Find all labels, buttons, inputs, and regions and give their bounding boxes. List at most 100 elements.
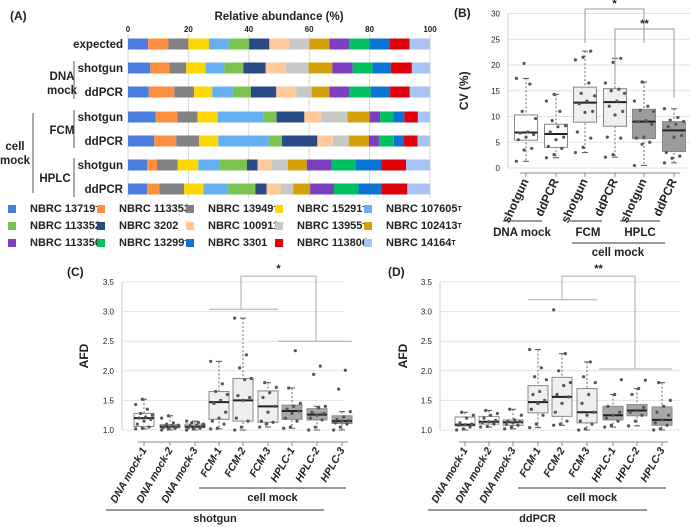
data-point <box>632 163 637 168</box>
a-bar-segment <box>255 183 267 195</box>
data-point <box>149 417 153 421</box>
legend-label: NBRC 113352 <box>30 220 101 232</box>
a-bar-segment <box>280 183 294 195</box>
data-point <box>297 409 301 413</box>
data-point <box>577 428 581 432</box>
data-point <box>678 154 682 158</box>
data-point <box>248 395 252 400</box>
legend-label: NBRC 100911 <box>208 220 279 232</box>
data-point <box>509 425 513 429</box>
data-point <box>519 413 523 417</box>
a-bar-segment <box>356 159 382 171</box>
a-bar-segment <box>390 62 412 74</box>
data-point <box>556 125 560 129</box>
a-bar-segment <box>287 159 307 171</box>
a-bar-segment <box>257 159 273 171</box>
data-point <box>219 398 223 402</box>
box <box>544 123 568 148</box>
a-bar-segment <box>406 159 430 171</box>
data-point <box>616 419 620 423</box>
data-point <box>552 153 556 157</box>
data-point <box>263 381 267 385</box>
significance-label: ** <box>594 263 603 275</box>
legend-label: NBRC 14164 <box>386 237 452 249</box>
box <box>527 385 549 414</box>
data-point <box>567 395 571 399</box>
data-point <box>492 422 496 426</box>
legend-swatch <box>97 222 105 230</box>
data-point <box>140 426 144 430</box>
data-point <box>658 427 662 431</box>
data-point <box>662 161 667 165</box>
legend-label: NBRC 107605 <box>386 203 458 215</box>
a-bar-segment <box>150 62 170 74</box>
data-point <box>212 401 216 405</box>
a-bar-segment <box>368 135 380 147</box>
data-point <box>627 424 631 428</box>
data-point <box>335 417 339 421</box>
data-point <box>637 386 641 391</box>
a-bar-segment <box>282 135 318 147</box>
data-point <box>298 401 302 405</box>
data-point <box>554 138 558 142</box>
y-tick-label: 2.5 <box>103 337 115 346</box>
data-point <box>470 422 474 426</box>
legend-label: NBRC 13299 <box>119 237 185 249</box>
a-bar-segment <box>246 159 258 171</box>
data-point <box>603 425 607 429</box>
legend-item: NBRC 113806 <box>275 237 368 249</box>
a-bar-segment <box>212 86 233 98</box>
x-tick-label: shotgun <box>499 176 532 225</box>
data-point <box>668 118 672 122</box>
data-point <box>165 422 169 426</box>
data-point <box>323 404 327 408</box>
a-bar-segment <box>197 111 218 123</box>
legend-swatch <box>8 239 16 247</box>
data-point <box>628 410 632 414</box>
y-tick-label: 15 <box>491 87 500 96</box>
data-point <box>200 424 204 429</box>
data-point <box>609 89 613 93</box>
data-point <box>562 384 566 388</box>
a-xtick-label: 20 <box>184 25 193 34</box>
group-label: cell mock <box>247 492 298 504</box>
a-bar-segment <box>198 135 219 147</box>
data-point <box>643 378 647 382</box>
legend-swatch <box>186 205 194 213</box>
data-point <box>342 415 346 419</box>
a-xtick-label: 100 <box>423 25 437 34</box>
a-bar-segment <box>263 111 277 123</box>
data-point <box>611 60 615 65</box>
data-point <box>468 425 472 429</box>
legend-swatch <box>8 205 16 213</box>
data-point <box>544 99 549 103</box>
data-point <box>317 405 321 410</box>
a-row-label: shotgun <box>78 160 123 172</box>
a-bar-segment <box>177 111 198 123</box>
a-bar-segment <box>349 38 370 50</box>
data-point <box>338 425 342 429</box>
a-bar-segment <box>404 111 418 123</box>
data-point <box>238 366 242 370</box>
data-point <box>150 413 154 417</box>
a-bar-segment <box>358 183 382 195</box>
a-bar-segment <box>289 38 310 50</box>
data-point <box>273 404 277 408</box>
a-bar-segment <box>188 38 209 50</box>
legend-sup: T <box>457 222 462 230</box>
a-xtick-label: 0 <box>126 25 131 34</box>
panel-label-d: (D) <box>388 265 405 279</box>
data-point <box>662 107 667 111</box>
y-tick-label: 30 <box>491 10 500 19</box>
data-point <box>526 130 530 134</box>
x-tick-label: shotgun <box>617 176 650 225</box>
a-bar-segment <box>409 38 430 50</box>
y-tick-label: 3.5 <box>421 278 433 287</box>
data-point <box>332 428 336 432</box>
data-point <box>214 389 218 394</box>
y-tick-label: 2.0 <box>421 367 433 376</box>
data-point <box>558 109 562 113</box>
data-point <box>568 381 572 385</box>
legend-label: NBRC 3202 <box>119 220 179 232</box>
data-point <box>320 418 324 422</box>
